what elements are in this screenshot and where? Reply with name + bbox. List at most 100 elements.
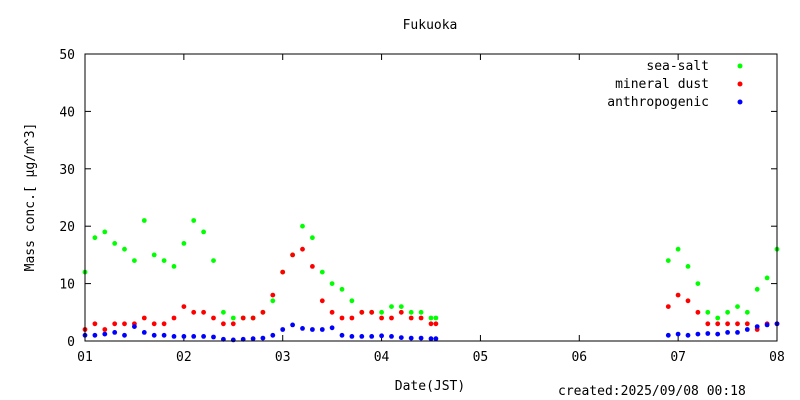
x-tick-label: 07 [670,350,686,365]
data-point [300,326,305,331]
data-point [665,332,671,338]
data-point [695,281,701,286]
data-point [418,315,424,321]
data-point [319,327,325,332]
data-point [191,218,197,223]
data-point [428,336,434,342]
data-point [725,330,730,335]
data-point [735,330,740,335]
data-point [744,321,750,327]
data-point [389,304,394,309]
data-point [408,315,414,321]
data-point [280,269,286,275]
data-point [319,269,325,275]
data-point [102,331,108,337]
data-point [112,321,118,327]
data-point [151,321,157,327]
data-point [141,330,147,335]
y-tick-label: 20 [59,220,75,235]
data-point [161,321,167,327]
data-point [389,315,394,321]
data-point [319,298,325,304]
data-point [270,332,276,338]
data-point [428,315,434,321]
data-point [735,304,740,309]
data-point [250,315,256,321]
data-point [290,252,295,258]
data-point [92,235,98,241]
data-point [349,315,355,321]
created-timestamp: created:2025/09/08 00:18 [558,384,746,399]
data-point [685,298,691,304]
data-point [754,286,760,292]
legend-label: mineral dust [615,77,709,92]
data-point [329,281,335,286]
data-point [201,334,207,339]
data-point [290,322,295,328]
data-point [191,309,197,315]
data-point [433,336,439,342]
data-point [280,327,286,332]
data-point [665,258,671,263]
data-point [349,298,355,304]
data-point [725,321,730,327]
data-point [675,246,681,252]
data-point [112,241,118,246]
data-point [705,321,711,327]
data-point [171,264,177,269]
data-point [715,321,721,327]
data-point [339,332,345,338]
data-point [359,309,365,315]
data-point [240,315,246,321]
x-tick-label: 01 [77,350,93,365]
data-point [310,327,315,332]
x-tick-label: 08 [769,350,785,365]
data-point [260,309,266,315]
data-point [685,264,691,269]
data-point [211,315,216,321]
y-tick-label: 30 [59,163,75,178]
data-point [369,309,375,315]
data-point [379,333,384,339]
data-point [181,334,187,339]
data-point [112,330,118,335]
data-point [675,292,681,298]
data-point [359,334,365,339]
data-point [339,286,345,292]
legend-label: anthropogenic [607,95,709,110]
data-point [744,327,750,332]
data-point [369,334,375,339]
data-point [379,309,384,315]
data-point [389,334,394,339]
data-point [715,331,721,337]
data-point [349,334,355,339]
data-point [260,335,266,341]
series-anthropogenic [82,321,780,343]
data-point [221,309,226,315]
data-point [230,315,236,321]
data-point [132,324,137,329]
data-point [715,315,721,321]
data-point [754,324,760,329]
y-tick-label: 40 [59,105,75,120]
data-point [171,334,177,339]
y-tick-label: 50 [59,48,75,63]
data-point [191,334,197,339]
data-point [764,275,770,281]
y-axis-label: Mass conc.[ μg/m^3] [23,123,38,272]
x-tick-label: 04 [374,350,390,365]
data-point [418,309,424,315]
x-tick-label: 05 [473,350,489,365]
data-point [398,309,404,315]
data-point [379,315,384,321]
data-point [300,246,305,252]
data-point [201,229,207,235]
legend-marker [737,63,743,69]
data-point [151,332,157,338]
data-point [329,309,335,315]
legend-marker [737,99,743,105]
chart-title: Fukuoka [403,18,458,33]
data-point [122,332,127,338]
data-point [428,321,434,327]
